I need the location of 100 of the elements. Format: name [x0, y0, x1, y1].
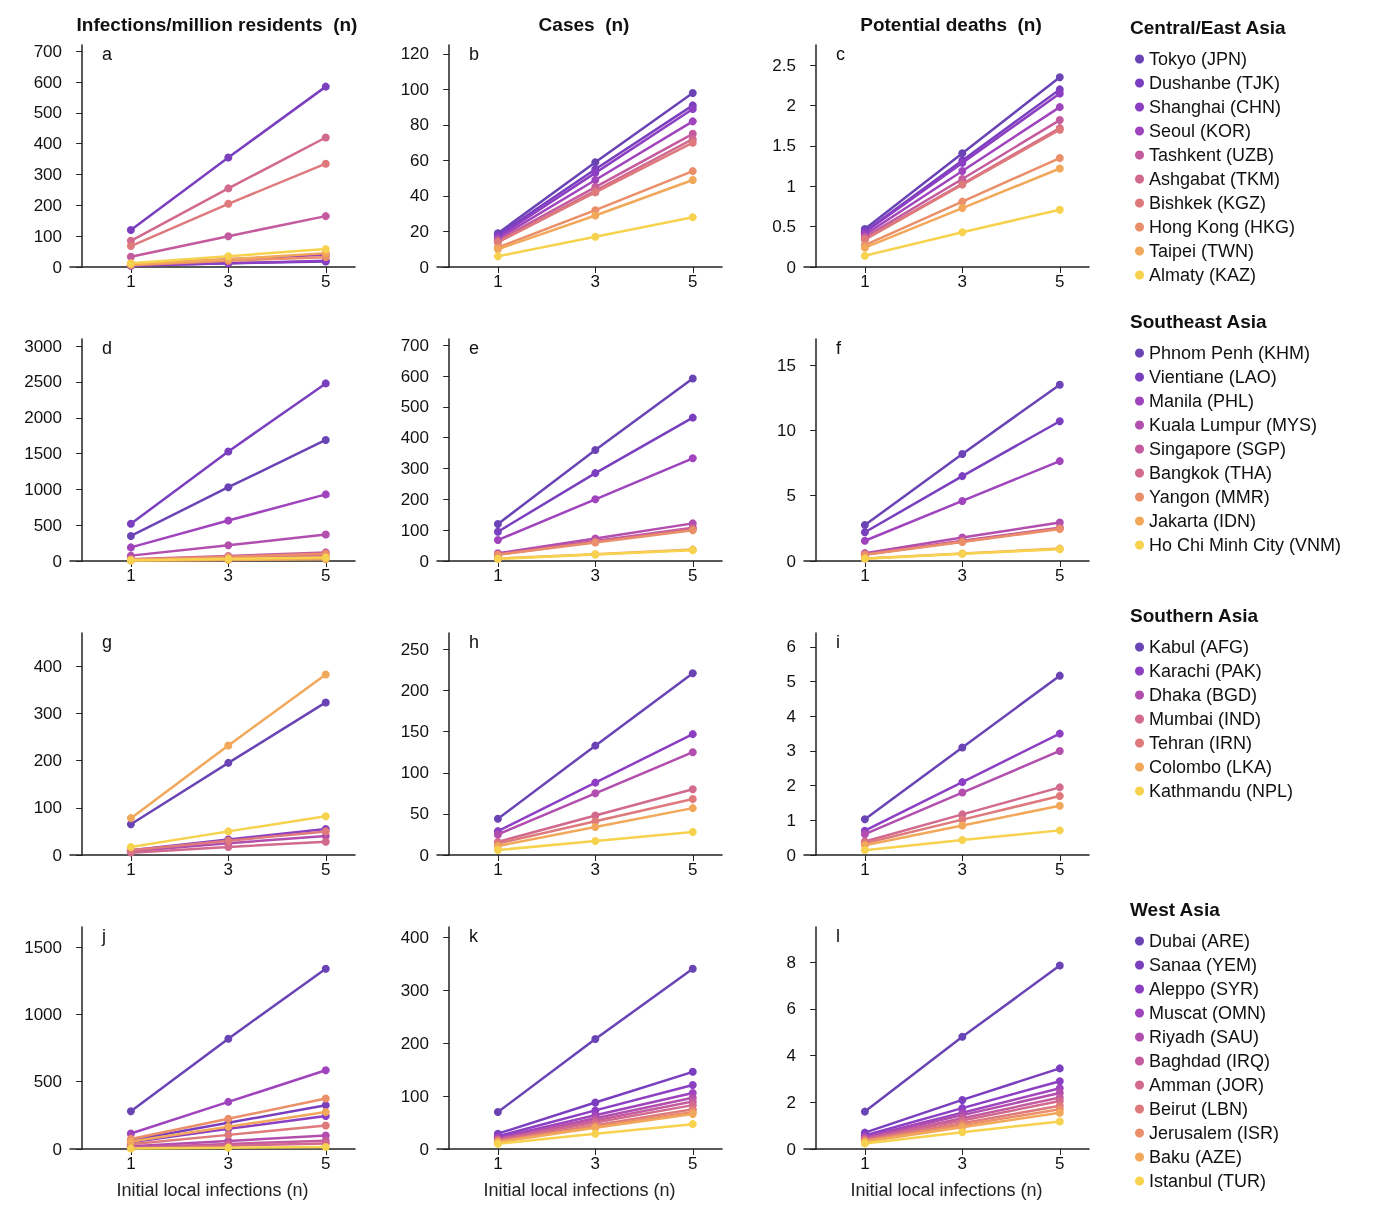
- legend-label: Ho Chi Minh City (VNM): [1149, 535, 1342, 555]
- legend-label: Aleppo (SYR): [1149, 979, 1260, 999]
- y-tick-label: 0: [419, 257, 429, 277]
- legend-label: Almaty (KAZ): [1149, 265, 1257, 285]
- x-tick-label: 1: [493, 1154, 503, 1173]
- y-tick-label: 0: [786, 551, 796, 571]
- y-tick-label: 300: [400, 980, 429, 1000]
- y-tick-label: 400: [33, 134, 62, 154]
- x-tick-label: 5: [321, 860, 331, 879]
- x-tick-label: 1: [860, 1154, 870, 1173]
- x-tick-label: 3: [957, 860, 968, 879]
- y-tick-label: 2: [786, 1092, 796, 1112]
- y-tick-label: 300: [400, 459, 429, 478]
- y-tick-label: 60: [410, 150, 429, 170]
- legend-label: Tehran (IRN): [1149, 733, 1253, 753]
- x-tick-label: 1: [493, 272, 503, 291]
- x-axis-title: Initial local infections (n): [483, 1180, 676, 1200]
- y-tick-label: 500: [33, 103, 62, 123]
- y-tick-label: 0: [419, 1139, 429, 1159]
- y-tick-label: 100: [33, 226, 62, 246]
- legend-label: Tokyo (JPN): [1149, 49, 1248, 69]
- legend-label: Jakarta (IDN): [1149, 511, 1257, 531]
- x-tick-label: 1: [493, 566, 503, 585]
- annotation: g: [102, 632, 113, 652]
- x-tick-label: 1: [126, 1154, 136, 1173]
- x-tick-label: 3: [590, 566, 601, 585]
- y-tick-label: 700: [33, 41, 62, 61]
- y-tick-label: 1000: [24, 1004, 62, 1024]
- y-tick-label: 0: [419, 551, 429, 571]
- x-tick-label: 5: [1055, 1154, 1065, 1173]
- x-axis-title: Initial local infections (n): [116, 1180, 309, 1200]
- legend-title: West Asia: [1130, 899, 1221, 920]
- y-tick-label: 200: [400, 489, 429, 509]
- annotation: i: [836, 632, 840, 652]
- y-tick-label: 2000: [24, 408, 62, 428]
- y-tick-label: 2: [786, 776, 796, 796]
- y-tick-label: 400: [33, 656, 62, 676]
- legend-label: Bishkek (KGZ): [1149, 193, 1267, 213]
- legend-label: Vientiane (LAO): [1149, 367, 1277, 387]
- legend-label: Mumbai (IND): [1149, 709, 1262, 729]
- y-tick-label: 2: [786, 96, 796, 116]
- legend-title: Central/East Asia: [1130, 17, 1287, 38]
- annotation: l: [836, 926, 840, 946]
- y-tick-label: 200: [33, 195, 62, 215]
- y-tick-label: 6: [786, 637, 796, 657]
- x-tick-label: 3: [957, 272, 968, 291]
- legend-label: Taipei (TWN): [1149, 241, 1255, 261]
- legend-label: Dubai (ARE): [1149, 931, 1251, 951]
- legend-label: Phnom Penh (KHM): [1149, 343, 1311, 363]
- x-tick-label: 5: [321, 566, 331, 585]
- chart-title: Cases (n): [538, 14, 630, 35]
- legend-label: Singapore (SGP): [1149, 439, 1287, 459]
- y-tick-label: 100: [400, 520, 429, 540]
- y-tick-label: 400: [400, 928, 429, 948]
- y-tick-label: 300: [33, 703, 62, 723]
- x-tick-label: 5: [1055, 566, 1065, 585]
- y-tick-label: 5: [786, 486, 796, 506]
- x-tick-label: 3: [590, 860, 601, 879]
- y-tick-label: 2500: [24, 372, 62, 392]
- x-axis-title: Initial local infections (n): [850, 1180, 1043, 1200]
- annotation: j: [101, 926, 106, 946]
- legend-label: Beirut (LBN): [1149, 1099, 1249, 1119]
- y-tick-label: 0: [786, 845, 796, 865]
- x-tick-label: 1: [860, 272, 870, 291]
- y-tick-label: 600: [33, 72, 62, 92]
- y-tick-label: 1000: [24, 479, 62, 499]
- y-tick-label: 1500: [24, 444, 62, 464]
- y-tick-label: 0.5: [772, 217, 796, 237]
- y-tick-label: 200: [400, 1033, 429, 1053]
- annotation: d: [102, 338, 113, 358]
- y-tick-label: 2.5: [772, 55, 796, 75]
- legend-label: Manila (PHL): [1149, 391, 1255, 411]
- annotation: k: [469, 926, 479, 946]
- y-tick-label: 1: [786, 810, 796, 830]
- legend-label: Kabul (AFG): [1149, 637, 1250, 657]
- legend-title: Southern Asia: [1130, 605, 1259, 626]
- y-tick-label: 100: [400, 1086, 429, 1106]
- y-tick-label: 40: [410, 186, 429, 206]
- y-tick-label: 250: [400, 639, 429, 659]
- x-tick-label: 5: [688, 272, 698, 291]
- legend-label: Istanbul (TUR): [1149, 1171, 1267, 1191]
- legend-label: Seoul (KOR): [1149, 121, 1252, 141]
- x-tick-label: 5: [688, 860, 698, 879]
- annotation: b: [469, 44, 480, 64]
- legend-label: Tashkent (UZB): [1149, 145, 1275, 165]
- x-tick-label: 1: [860, 566, 870, 585]
- legend-label: Jerusalem (ISR): [1149, 1123, 1280, 1143]
- y-tick-label: 4: [786, 1046, 796, 1066]
- y-tick-label: 80: [410, 115, 429, 135]
- y-tick-label: 0: [419, 845, 429, 865]
- legend-label: Yangon (MMR): [1149, 487, 1270, 507]
- legend-label: Muscat (OMN): [1149, 1003, 1266, 1023]
- x-tick-label: 5: [688, 1154, 698, 1173]
- x-tick-label: 3: [223, 272, 234, 291]
- y-tick-label: 0: [52, 845, 62, 865]
- x-tick-label: 3: [590, 1154, 601, 1173]
- y-tick-label: 100: [400, 763, 429, 783]
- y-tick-label: 20: [410, 221, 429, 241]
- y-tick-label: 700: [400, 335, 429, 355]
- x-tick-label: 1: [126, 860, 136, 879]
